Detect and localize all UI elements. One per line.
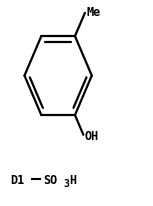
Text: H: H — [70, 173, 77, 186]
Text: 3: 3 — [63, 178, 69, 188]
Text: SO: SO — [44, 173, 58, 186]
Text: Me: Me — [86, 6, 101, 19]
Text: OH: OH — [85, 130, 99, 143]
Text: D1: D1 — [11, 173, 25, 186]
